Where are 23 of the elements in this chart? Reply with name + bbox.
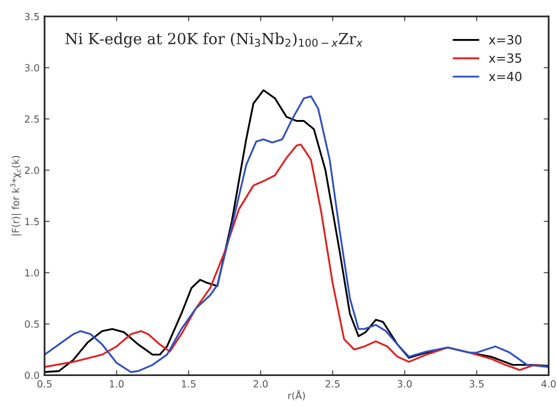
y-tick-label: 3.5 xyxy=(24,12,39,20)
x-axis-title: r(Å) xyxy=(288,390,305,400)
legend-label: x=40 xyxy=(488,72,522,82)
x-tick-label: 3.0 xyxy=(398,380,412,388)
line-series xyxy=(44,144,549,371)
legend-label: x=30 xyxy=(488,35,522,44)
legend-label: x=35 xyxy=(488,53,522,63)
y-tick-label: 2.5 xyxy=(24,115,39,123)
y-tick-label: 1.5 xyxy=(25,218,39,226)
x-tick-label: 1.5 xyxy=(182,380,196,388)
x-tick-label: 2.5 xyxy=(326,380,340,388)
x-tick-label: 1.0 xyxy=(110,380,124,388)
y-tick-label: 2.0 xyxy=(24,166,40,174)
y-tick-label: 0.5 xyxy=(24,320,39,328)
x-tick-label: 0.5 xyxy=(37,380,52,388)
y-axis-title: |F(r)| for k$^{3}$*χ$_{c}$(k) xyxy=(10,156,22,236)
text: Ni K-edge at 20K for (Ni$_{3}$Nb$_{2}$)$_{100−x}$Zr$_{x}$ xyxy=(65,32,363,48)
x-tick-label: 2.0 xyxy=(254,380,268,388)
y-tick-label: 0.0 xyxy=(24,372,40,379)
x-tick-label: 4.0 xyxy=(541,380,556,388)
x-tick-label: 3.5 xyxy=(470,380,484,388)
y-tick-label: 3.0 xyxy=(24,64,40,72)
y-tick-label: 1.0 xyxy=(25,269,40,276)
